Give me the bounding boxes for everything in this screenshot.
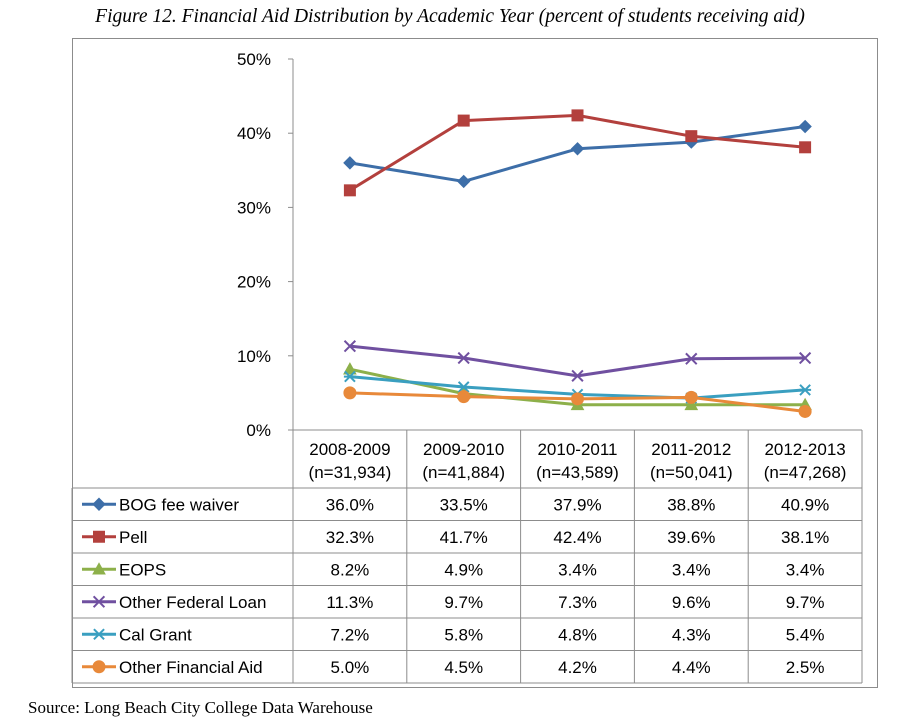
y-tick-label: 20% [237,273,271,292]
table-cell-value: 32.3% [326,528,374,547]
table-cell-value: 3.4% [786,560,825,579]
x-category-sublabel: (n=41,884) [422,463,505,482]
table-cell-value: 7.2% [331,625,370,644]
x-category-label: 2011-2012 [651,440,731,459]
data-point-other-federal-loan [798,351,812,365]
table-cell-value: 3.4% [558,560,597,579]
legend-key-marker-other-financial-aid [92,660,106,674]
table-cell-value: 4.4% [672,658,711,677]
legend-label-other-financial-aid: Other Financial Aid [119,658,263,677]
table-cell-value: 40.9% [781,495,829,514]
data-point-other-federal-loan [685,352,698,365]
table-cell-value: 38.1% [781,528,829,547]
data-point-eops [343,362,357,375]
data-point-other-financial-aid [571,392,584,406]
legend-key-marker-eops [92,562,106,575]
y-tick-label: 10% [237,347,271,366]
x-category-label: 2010-2011 [537,440,617,459]
legend-label-cal-grant: Cal Grant [119,625,192,644]
figure-title: Figure 12. Financial Aid Distribution by… [95,6,805,27]
data-point-bog-fee-waiver [456,174,471,189]
data-point-pell [685,130,698,143]
table-cell-value: 4.2% [558,658,597,677]
data-point-pell [571,109,584,122]
data-point-cal-grant [343,370,356,383]
table-cell-value: 11.3% [326,593,373,612]
data-point-other-federal-loan [343,340,357,353]
source-note: Source: Long Beach City College Data War… [28,698,373,717]
x-category-sublabel: (n=47,268) [764,463,847,482]
x-category-label: 2008-2009 [309,440,390,459]
table-cell-value: 38.8% [667,495,715,514]
legend-key-marker-pell [93,530,105,543]
table-cell-value: 9.7% [444,593,483,612]
table-cell-value: 4.5% [444,658,483,677]
x-category-sublabel: (n=50,041) [650,463,733,482]
x-category-sublabel: (n=31,934) [309,463,392,482]
data-point-bog-fee-waiver [798,119,812,134]
data-point-pell [343,184,356,197]
legend-label-pell: Pell [119,528,147,547]
data-point-other-financial-aid [798,404,812,418]
table-cell-value: 4.9% [444,560,483,579]
table-cell-value: 5.8% [444,625,483,644]
table-cell-value: 42.4% [553,528,601,547]
table-cell-value: 36.0% [326,495,374,514]
table-cell-value: 7.3% [558,593,597,612]
y-tick-label: 30% [237,198,271,217]
legend-key-marker-bog-fee-waiver [92,497,106,511]
data-point-bog-fee-waiver [343,156,357,170]
table-cell-value: 37.9% [553,495,601,514]
data-point-other-financial-aid [684,390,698,404]
data-point-other-federal-loan [571,369,584,382]
data-point-other-federal-loan [457,351,470,365]
y-tick-label: 0% [246,421,271,440]
table-cell-value: 41.7% [440,528,488,547]
y-tick-label: 50% [237,50,271,69]
data-point-cal-grant [457,381,470,393]
data-point-pell [457,114,470,127]
legend-label-bog-fee-waiver: BOG fee waiver [119,495,239,514]
series-line-other-federal-loan [349,344,806,378]
legend-label-eops: EOPS [119,560,166,579]
y-tick-label: 40% [237,124,271,143]
legend-label-other-federal-loan: Other Federal Loan [119,593,266,612]
table-cell-value: 5.4% [786,625,825,644]
table-cell-value: 8.2% [331,560,370,579]
table-cell-value: 39.6% [667,528,715,547]
legend-key-marker-cal-grant [93,628,105,641]
table-cell-value: 9.6% [672,593,711,612]
data-point-bog-fee-waiver [570,142,585,156]
table-cell-value: 4.8% [558,625,597,644]
table-cell-value: 5.0% [331,658,370,677]
x-category-label: 2012-2013 [764,440,845,459]
data-point-eops [684,397,699,411]
data-point-pell [799,141,812,154]
table-cell-value: 3.4% [672,560,711,579]
legend-key-marker-other-federal-loan [92,595,106,608]
data-point-cal-grant [799,384,812,396]
data-point-other-financial-aid [343,386,357,400]
table-cell-value: 2.5% [786,658,825,677]
x-category-label: 2009-2010 [423,440,504,459]
chart-frame [72,38,878,688]
table-cell-value: 4.3% [672,625,711,644]
table-cell-value: 33.5% [440,495,488,514]
table-cell-value: 9.7% [786,593,825,612]
data-point-other-financial-aid [457,390,471,404]
x-category-sublabel: (n=43,589) [536,463,619,482]
